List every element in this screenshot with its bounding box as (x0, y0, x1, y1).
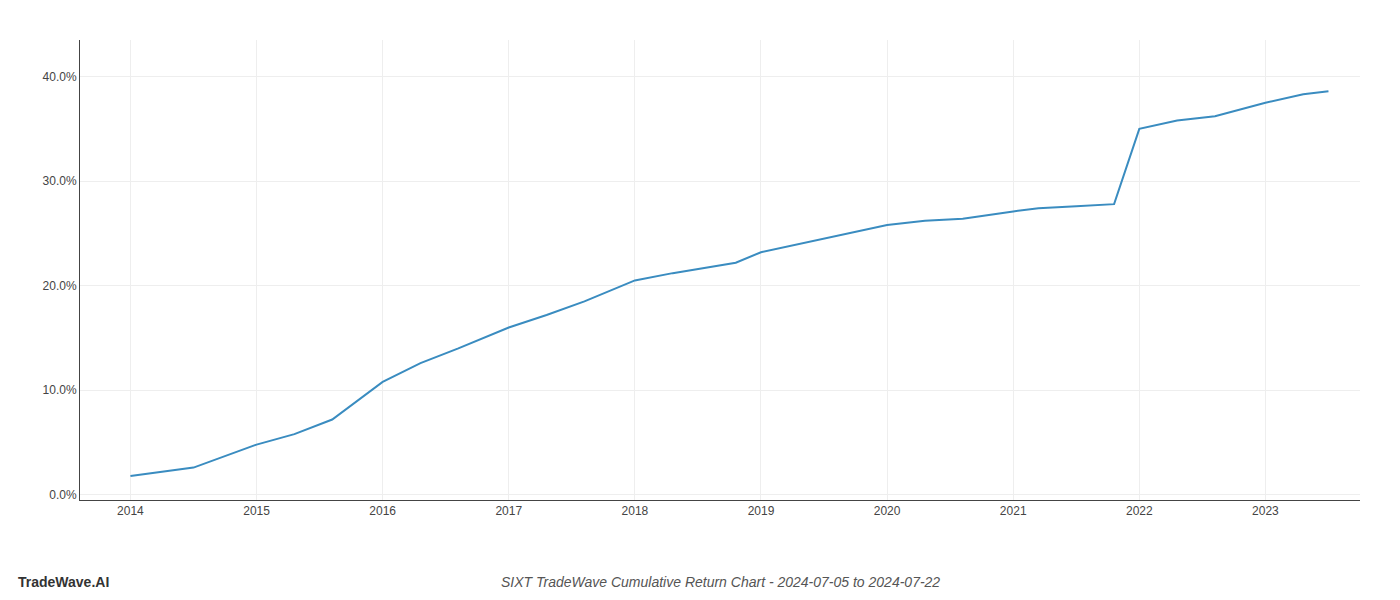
svg-text:20.0%: 20.0% (43, 279, 77, 293)
svg-text:2019: 2019 (748, 504, 775, 518)
svg-text:2018: 2018 (622, 504, 649, 518)
svg-text:2015: 2015 (243, 504, 270, 518)
svg-text:10.0%: 10.0% (43, 383, 77, 397)
svg-text:2022: 2022 (1126, 504, 1153, 518)
svg-text:SIXT TradeWave Cumulative Retu: SIXT TradeWave Cumulative Return Chart -… (501, 574, 940, 590)
svg-text:2017: 2017 (495, 504, 522, 518)
svg-text:2023: 2023 (1252, 504, 1279, 518)
svg-text:0.0%: 0.0% (49, 488, 77, 502)
svg-text:2020: 2020 (874, 504, 901, 518)
svg-text:2016: 2016 (369, 504, 396, 518)
svg-text:2014: 2014 (117, 504, 144, 518)
svg-text:TradeWave.AI: TradeWave.AI (18, 574, 109, 590)
svg-text:40.0%: 40.0% (43, 70, 77, 84)
svg-text:30.0%: 30.0% (43, 174, 77, 188)
svg-text:2021: 2021 (1000, 504, 1027, 518)
